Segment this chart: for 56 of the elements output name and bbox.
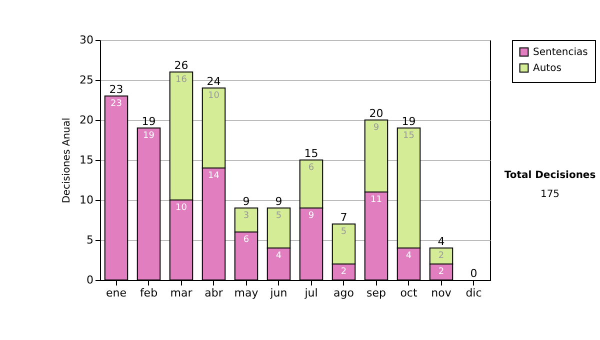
x-tick-label: ene [106, 286, 127, 300]
text: 175 [539, 189, 561, 200]
data-label: 16 [176, 75, 188, 85]
total-label: 4 [438, 235, 445, 248]
x-tick-label: may [234, 286, 259, 300]
data-label: 4 [276, 251, 282, 261]
data-label: 2 [340, 267, 347, 277]
data-label: 14 [208, 171, 220, 181]
legend-label: Autos [533, 63, 562, 74]
total-label: 20 [369, 107, 384, 120]
total-label: 7 [340, 211, 348, 224]
data-label: 6 [243, 235, 250, 245]
y-tick-label: 30 [80, 34, 94, 46]
data-label: 5 [340, 227, 347, 237]
total-label: 26 [174, 59, 188, 72]
data-label: 10 [176, 203, 188, 213]
total-label: 24 [206, 75, 221, 88]
data-label: 9 [373, 123, 380, 133]
data-label: 19 [143, 131, 155, 141]
x-tick-label: jul [304, 286, 318, 300]
y-tick-label: 15 [80, 154, 94, 166]
data-label: 4 [406, 251, 412, 261]
y-tick-label: 5 [86, 234, 94, 246]
total-label: 23 [109, 83, 124, 96]
x-tick-label: nov [431, 286, 452, 300]
x-tick-label: jun [269, 286, 288, 300]
data-label: 10 [208, 91, 220, 101]
y-tick-label: 25 [80, 74, 94, 86]
data-label: 9 [308, 211, 314, 221]
data-label: 3 [243, 211, 250, 221]
x-tick-label: oct [400, 286, 418, 300]
x-tick-label: ago [334, 286, 354, 300]
total-label: 19 [142, 115, 156, 128]
y-axis-title: Decisiones Anual [62, 118, 73, 204]
x-tick-label: dic [466, 286, 482, 300]
data-label: 2 [438, 267, 444, 277]
text: Total Decisiones [503, 170, 597, 181]
total-label: 19 [402, 115, 416, 128]
total-label: 9 [242, 195, 250, 208]
data-label: 11 [370, 195, 382, 205]
x-tick-label: feb [140, 286, 158, 300]
x-tick-label: mar [170, 286, 193, 300]
data-label: 23 [110, 99, 122, 109]
y-tick-label: 0 [86, 274, 94, 286]
x-tick-label: abr [204, 286, 224, 300]
data-label: 5 [276, 211, 282, 221]
total-label: 15 [304, 147, 318, 160]
total-label: 0 [470, 267, 478, 280]
y-tick-label: 10 [80, 194, 94, 206]
legend-label: Sentencias [533, 47, 588, 58]
y-tick-label: 20 [80, 114, 94, 126]
total-label: 9 [275, 195, 282, 208]
data-label: 2 [438, 251, 444, 261]
data-label: 15 [403, 131, 414, 141]
data-label: 6 [308, 163, 314, 173]
x-tick-label: sep [366, 286, 386, 300]
